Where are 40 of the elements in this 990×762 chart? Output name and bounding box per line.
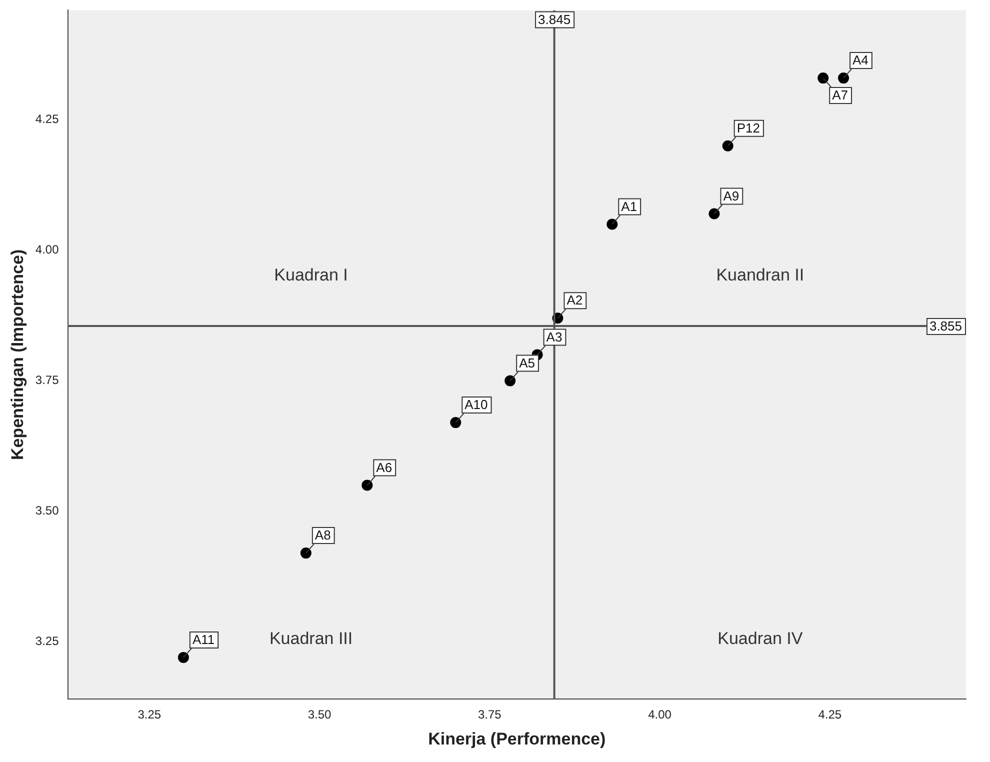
annotation: A9	[723, 188, 740, 204]
annotation: A5	[519, 355, 535, 370]
point	[708, 208, 720, 220]
annotation: A3	[546, 329, 562, 344]
annotation: A10	[464, 397, 488, 412]
annotation: P12	[736, 120, 760, 136]
annotation: Kuadran I	[274, 266, 348, 285]
y-tick-label: 3.75	[35, 373, 60, 388]
annotation: Kuadran III	[269, 628, 353, 648]
x-tick-label: 4.00	[648, 708, 672, 722]
point	[838, 72, 850, 84]
ref-line-label: 3.845	[538, 12, 571, 27]
point	[450, 417, 462, 428]
point	[362, 480, 373, 491]
ref-line-label: 3.855	[929, 318, 962, 334]
annotation: A7	[832, 88, 848, 103]
y-tick-label: 3.25	[35, 634, 60, 648]
x-tick-label: 3.50	[308, 708, 332, 722]
x-tick-label: 3.75	[478, 708, 502, 722]
y-tick-label: 4.25	[35, 112, 60, 126]
point	[178, 652, 189, 663]
point	[606, 218, 618, 230]
y-tick-label: 4.00	[35, 242, 60, 257]
annotation: Kuadran IV	[718, 628, 804, 648]
annotation: A8	[314, 528, 331, 543]
annotation: Kuandran II	[716, 266, 804, 285]
point	[504, 375, 516, 386]
y-axis-title: Kepentingan (Importence)	[8, 249, 27, 460]
x-axis-title: Kinerja (Performence)	[428, 729, 606, 748]
annotation: A4	[852, 52, 868, 68]
annotation: A1	[621, 198, 638, 214]
x-tick-label: 4.25	[818, 708, 842, 722]
point	[300, 548, 312, 559]
annotation: A11	[192, 632, 215, 648]
x-tick-label: 3.25	[138, 708, 162, 722]
point	[722, 140, 734, 152]
y-tick-label: 3.50	[35, 504, 60, 518]
annotation: A2	[566, 292, 583, 308]
point	[818, 72, 829, 84]
annotation: A6	[376, 460, 392, 475]
